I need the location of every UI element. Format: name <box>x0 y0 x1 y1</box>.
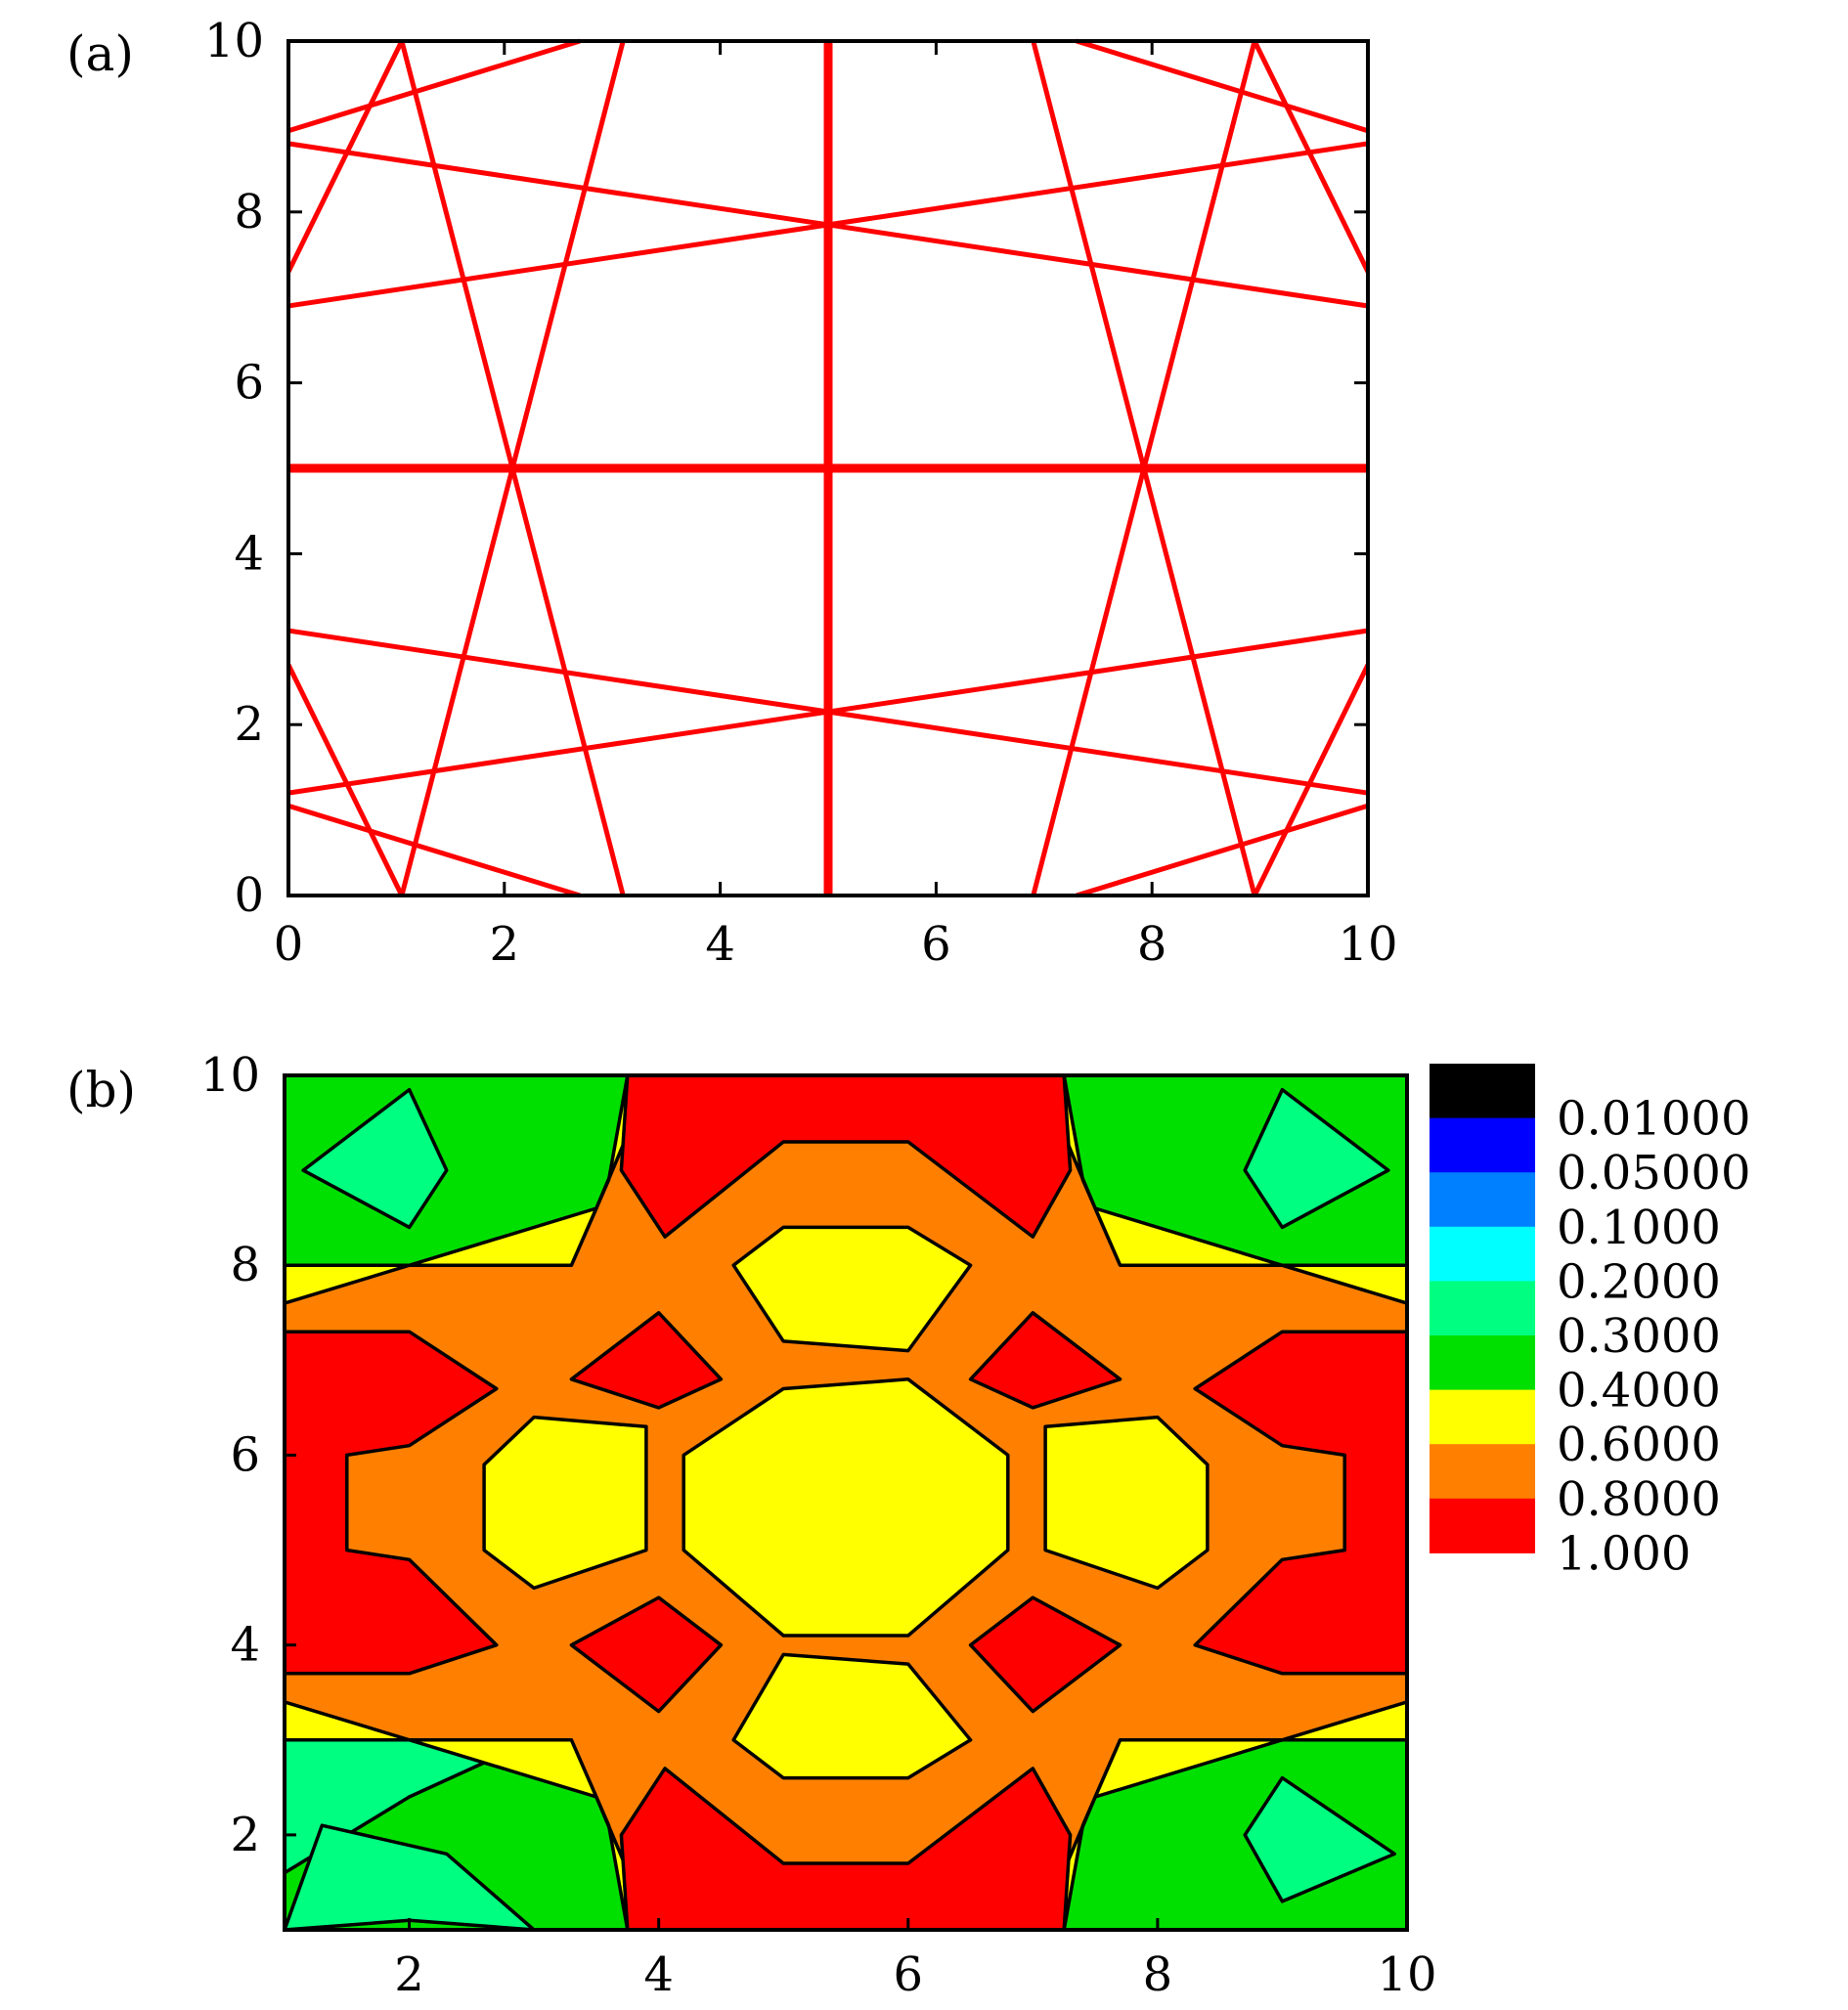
b-xtick-label: 4 <box>643 1947 674 2002</box>
panel-b-frame <box>283 1073 1409 1932</box>
a-xtick-label: 0 <box>274 917 304 972</box>
colorbar-swatch-6 <box>1430 1389 1535 1445</box>
b-xtick-label: 2 <box>394 1947 424 2002</box>
panel-a-ticks: 0 2 4 6 8 10 0 2 4 6 8 10 <box>204 14 1398 972</box>
colorbar-swatch-0 <box>1430 1064 1535 1119</box>
a-xtick-label: 2 <box>490 917 520 972</box>
panel-b-ticks: 2 4 6 8 10 2 4 6 8 10 <box>200 1048 1437 2002</box>
contour-region-16 <box>1193 1330 1409 1676</box>
b-xtick-label: 10 <box>1377 1947 1436 2002</box>
b-xtick-label: 8 <box>1143 1947 1173 2002</box>
red-line-10 <box>286 39 405 274</box>
colorbar-swatch-4 <box>1430 1281 1535 1336</box>
a-ytick-label: 4 <box>234 526 264 581</box>
colorbar-swatch-3 <box>1430 1226 1535 1282</box>
a-ytick-label: 8 <box>234 185 264 240</box>
colorbar-swatch-1 <box>1430 1117 1535 1173</box>
contour-region-15 <box>283 1330 499 1676</box>
panel-b-contours <box>283 1073 1409 1932</box>
red-line-16 <box>1252 663 1371 897</box>
panel-b: (b) 2 4 6 8 10 2 4 6 8 10 0.010000.050000.10000.2… <box>66 1048 1751 2002</box>
a-ytick-label: 10 <box>204 14 264 68</box>
a-ytick-label: 2 <box>234 697 264 752</box>
red-line-11 <box>287 38 581 134</box>
colorbar-label: 0.6000 <box>1557 1418 1721 1472</box>
colorbar-label: 0.1000 <box>1557 1201 1721 1255</box>
colorbar-swatch-2 <box>1430 1172 1535 1228</box>
a-xtick-label: 10 <box>1338 917 1397 972</box>
red-line-5 <box>287 628 1369 796</box>
a-xtick-label: 6 <box>921 917 951 972</box>
contour-region-7 <box>283 1823 536 1932</box>
colorbar-label: 0.05000 <box>1557 1146 1751 1201</box>
contour-region-23 <box>482 1415 648 1591</box>
panel-a-frame <box>286 39 1370 897</box>
b-ytick-label: 8 <box>230 1238 260 1292</box>
contour-region-24 <box>1043 1415 1210 1591</box>
a-xtick-label: 4 <box>705 917 735 972</box>
red-line-13 <box>287 803 581 898</box>
colorbar-swatch-8 <box>1430 1498 1535 1553</box>
a-xtick-label: 8 <box>1137 917 1167 972</box>
red-line-17 <box>1076 803 1369 898</box>
b-ytick-label: 2 <box>230 1808 260 1862</box>
contour-region-20 <box>968 1595 1122 1714</box>
colorbar-label: 0.3000 <box>1557 1309 1721 1364</box>
colorbar-swatch-5 <box>1430 1335 1535 1391</box>
red-line-9 <box>1031 40 1257 896</box>
contour-region-5 <box>1243 1087 1390 1230</box>
contour-region-21 <box>731 1225 973 1353</box>
red-line-7 <box>399 40 626 896</box>
colorbar-label: 0.01000 <box>1557 1092 1751 1147</box>
b-ytick-label: 4 <box>230 1618 260 1673</box>
contour-region-8 <box>1243 1775 1396 1903</box>
colorbar-swatch-7 <box>1430 1444 1535 1500</box>
contour-region-17 <box>569 1311 724 1410</box>
colorbar-label: 1.000 <box>1557 1526 1691 1581</box>
colorbar-legend: 0.010000.050000.10000.20000.30000.40000.… <box>1430 1064 1751 1581</box>
contour-region-14 <box>619 1767 1073 1932</box>
colorbar-label: 0.4000 <box>1557 1364 1721 1419</box>
red-line-14 <box>1252 39 1371 274</box>
panel-b-label: (b) <box>66 1062 136 1118</box>
contour-region-18 <box>968 1311 1122 1410</box>
panel-a: (a) 0 2 4 6 8 10 0 2 4 6 8 10 <box>66 14 1398 972</box>
b-ytick-label: 6 <box>230 1427 260 1482</box>
a-ytick-label: 6 <box>234 356 264 411</box>
colorbar-label: 0.2000 <box>1557 1254 1721 1309</box>
contour-region-13 <box>619 1073 1073 1239</box>
red-line-12 <box>286 663 405 897</box>
contour-region-22 <box>731 1652 973 1780</box>
contour-region-19 <box>569 1595 724 1714</box>
panel-a-label: (a) <box>66 25 134 82</box>
red-line-3 <box>287 141 1369 309</box>
panel-a-lines <box>286 38 1371 898</box>
a-ytick-label: 0 <box>234 868 264 923</box>
b-ytick-label: 10 <box>200 1048 260 1103</box>
colorbar-label: 0.8000 <box>1557 1472 1721 1527</box>
red-line-15 <box>1076 38 1369 134</box>
contour-region-25 <box>682 1377 1010 1638</box>
contour-region-4 <box>301 1087 449 1230</box>
b-xtick-label: 6 <box>894 1947 924 2002</box>
